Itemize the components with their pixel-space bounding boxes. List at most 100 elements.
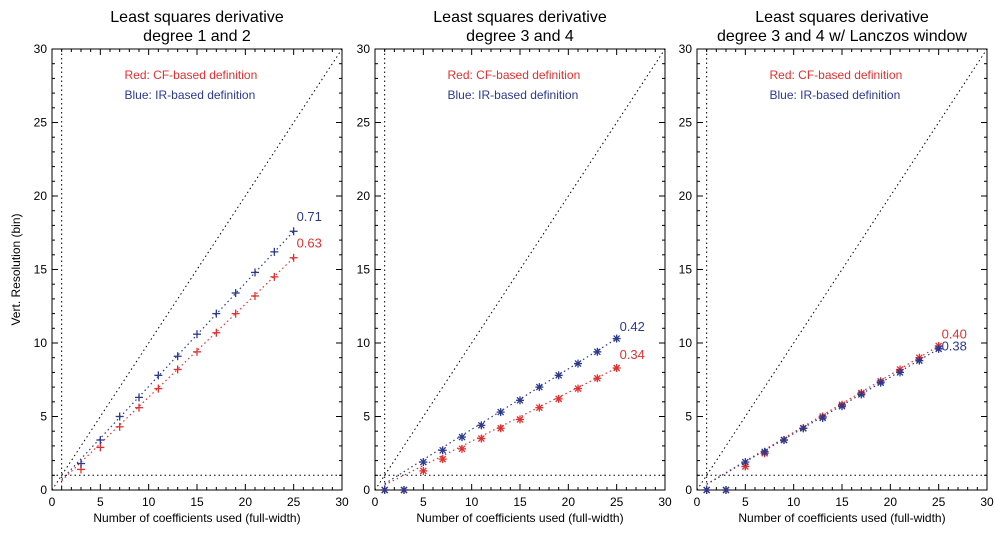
x-tick-label: 5 <box>97 495 104 509</box>
data-point-blue <box>780 436 788 445</box>
data-point-red <box>535 403 544 412</box>
data-point-red <box>115 422 124 431</box>
data-point-blue <box>722 486 730 494</box>
marker-stroke <box>741 458 749 466</box>
one-to-one-reference-line <box>51 48 343 491</box>
y-tick-label: 10 <box>679 336 693 350</box>
data-point-red <box>212 328 221 337</box>
x-tick-label: 10 <box>787 495 801 509</box>
marker-stroke <box>915 357 923 365</box>
chart-title-line: Least squares derivative <box>755 9 929 26</box>
marker-stroke <box>722 486 730 494</box>
data-point-blue <box>612 334 621 343</box>
data-point-blue <box>400 486 408 494</box>
legend-entry-blue: Blue: IR-based definition <box>125 88 256 102</box>
y-tick-label: 10 <box>34 336 48 350</box>
marker-stroke <box>857 390 865 398</box>
data-point-blue <box>896 368 904 377</box>
marker-stroke <box>574 385 582 393</box>
marker-stroke <box>593 374 601 382</box>
x-tick-label: 10 <box>465 495 479 509</box>
data-point-blue <box>554 371 563 380</box>
data-point-blue <box>96 436 105 445</box>
data-point-blue <box>741 458 750 467</box>
data-point-blue <box>135 393 143 402</box>
x-tick-label: 5 <box>420 495 427 509</box>
data-point-blue <box>270 247 279 256</box>
y-tick-label: 20 <box>34 189 48 203</box>
slope-label-red: 0.40 <box>942 327 967 342</box>
chart-panel-2: Least squares derivative degree 3 and 4 0 5… <box>357 9 672 525</box>
y-tick-label: 10 <box>357 336 371 350</box>
marker-stroke <box>439 446 447 454</box>
data-point-blue <box>115 412 124 421</box>
data-point-blue <box>477 421 486 430</box>
data-point-blue <box>289 227 298 236</box>
x-tick-label: 25 <box>610 495 624 509</box>
y-tick-label: 25 <box>34 116 48 130</box>
data-point-red <box>173 365 182 374</box>
x-tick-label: 25 <box>287 495 301 509</box>
data-point-blue <box>593 347 602 356</box>
data-point-blue <box>818 413 827 422</box>
y-tick-label: 30 <box>679 42 693 56</box>
marker-stroke <box>877 379 885 387</box>
slope-label-red: 0.34 <box>620 347 645 362</box>
marker-stroke <box>516 415 524 423</box>
marker-stroke <box>497 408 505 416</box>
data-point-blue <box>154 371 163 380</box>
data-point-red <box>251 291 259 300</box>
x-tick-label: 20 <box>884 495 898 509</box>
data-point-red <box>516 415 524 424</box>
x-tick-label: 10 <box>142 495 156 509</box>
data-point-blue <box>857 390 866 399</box>
data-point-red <box>135 403 143 412</box>
one-to-one-reference-line <box>374 48 666 491</box>
chart-title-line: degree 1 and 2 <box>143 28 251 45</box>
y-tick-label: 15 <box>34 263 48 277</box>
data-point-red <box>438 455 447 464</box>
marker-stroke <box>896 368 904 376</box>
marker-stroke <box>419 467 427 475</box>
marker-stroke <box>555 395 563 403</box>
slope-label-blue: 0.38 <box>942 338 967 353</box>
marker-stroke <box>613 335 621 343</box>
data-point-blue <box>458 433 466 442</box>
data-point-red <box>458 444 466 453</box>
chart-title-line: Least squares derivative <box>110 9 284 26</box>
y-tick-label: 5 <box>363 410 370 424</box>
data-point-blue <box>173 352 182 361</box>
marker-stroke <box>400 486 408 494</box>
data-point-red <box>574 384 582 393</box>
one-to-one-reference-line <box>696 48 988 491</box>
y-tick-label: 20 <box>357 189 371 203</box>
x-tick-label: 0 <box>694 495 701 509</box>
marker-stroke <box>516 396 524 404</box>
x-tick-label: 30 <box>980 495 994 509</box>
slope-label-blue: 0.42 <box>620 319 645 334</box>
y-tick-label: 15 <box>357 263 371 277</box>
data-point-blue <box>760 447 769 456</box>
data-point-blue <box>934 344 943 353</box>
data-point-blue <box>193 330 201 339</box>
data-point-blue <box>516 396 524 405</box>
x-tick-label: 20 <box>239 495 253 509</box>
slope-label-red: 0.63 <box>297 235 322 250</box>
data-point-blue <box>574 359 582 368</box>
y-tick-label: 25 <box>679 116 693 130</box>
marker-stroke <box>799 424 807 432</box>
chart-panel-1: Least squares derivative degree 1 and 2 0 5… <box>9 9 349 525</box>
x-tick-label: 0 <box>49 495 56 509</box>
data-point-blue <box>496 408 505 417</box>
data-point-red <box>96 443 105 452</box>
marker-stroke <box>593 348 601 356</box>
data-point-blue <box>212 309 221 318</box>
chart-title-line: degree 3 and 4 <box>466 28 574 45</box>
marker-stroke <box>477 435 485 443</box>
y-tick-label: 20 <box>679 189 693 203</box>
y-tick-label: 30 <box>357 42 371 56</box>
series-red: 0.63 <box>61 235 322 482</box>
x-axis-label: Number of coefficients used (full-width) <box>93 511 300 525</box>
